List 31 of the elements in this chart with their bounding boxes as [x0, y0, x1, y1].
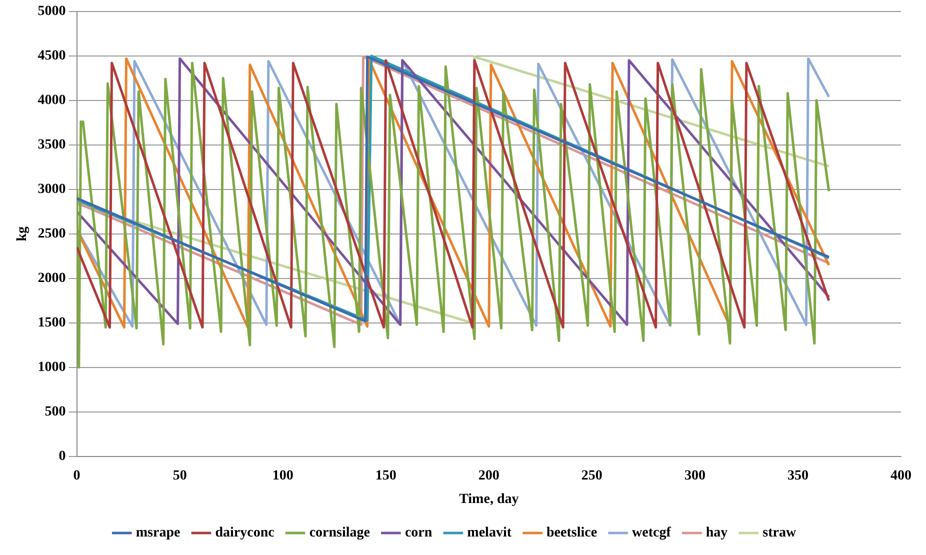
- x-tick-label: 350: [787, 468, 808, 484]
- x-tick-label: 400: [890, 468, 912, 484]
- legend-label: melavit: [467, 526, 512, 541]
- y-tick-label: 1500: [38, 316, 66, 331]
- y-tick-label: 0: [58, 449, 66, 464]
- x-tick-label: 300: [684, 468, 706, 484]
- x-tick-label: 150: [375, 468, 396, 484]
- y-tick-label: 4500: [38, 48, 66, 64]
- legend-label: wetcgf: [632, 526, 672, 541]
- x-tick-label: 100: [272, 468, 294, 484]
- y-tick-label: 2500: [38, 226, 66, 242]
- x-tick-label: 0: [73, 468, 80, 484]
- x-tick-label: 200: [478, 468, 500, 484]
- y-tick-label: 500: [44, 404, 66, 420]
- legend-label: msrape: [136, 526, 180, 541]
- x-tick-label: 50: [172, 468, 187, 484]
- y-tick-label: 1000: [38, 360, 66, 376]
- y-tick-label: 2000: [38, 271, 66, 286]
- y-tick-label: 3500: [38, 138, 66, 153]
- legend-label: hay: [706, 526, 728, 541]
- legend-label: straw: [762, 526, 798, 541]
- y-axis-title: kg: [15, 226, 30, 242]
- y-tick-label: 5000: [38, 4, 66, 20]
- y-tick-label: 4000: [38, 93, 66, 108]
- legend-label: cornsilage: [309, 526, 370, 541]
- legend-label: dairyconc: [215, 526, 274, 541]
- x-tick-label: 250: [581, 468, 602, 484]
- x-axis-title: Time, day: [459, 492, 519, 508]
- y-tick-label: 3000: [38, 182, 66, 198]
- legend-label: beetslice: [546, 526, 598, 541]
- legend-label: corn: [404, 526, 432, 541]
